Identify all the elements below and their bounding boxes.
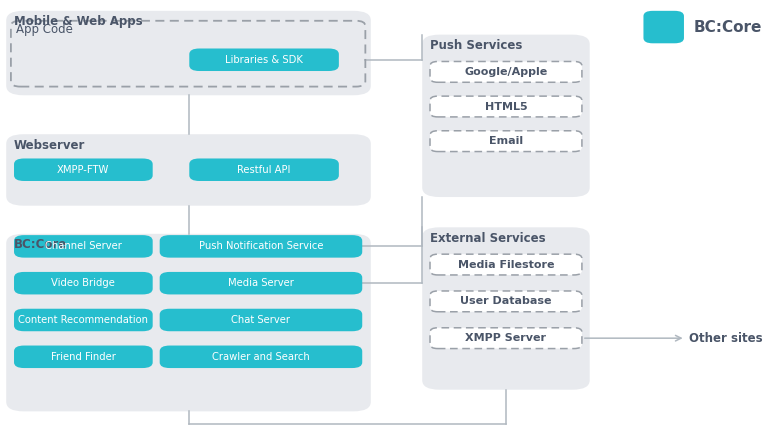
Text: XMPP-FTW: XMPP-FTW [57, 165, 110, 175]
FancyBboxPatch shape [430, 291, 582, 312]
Text: Content Recommendation: Content Recommendation [19, 315, 148, 325]
Text: Push Notification Service: Push Notification Service [199, 241, 323, 252]
FancyBboxPatch shape [430, 131, 582, 152]
FancyBboxPatch shape [160, 346, 362, 368]
FancyBboxPatch shape [160, 235, 362, 258]
FancyBboxPatch shape [6, 134, 371, 206]
FancyBboxPatch shape [430, 96, 582, 117]
Text: Crawler and Search: Crawler and Search [212, 352, 310, 362]
FancyBboxPatch shape [14, 272, 153, 294]
FancyBboxPatch shape [430, 254, 582, 275]
FancyBboxPatch shape [643, 11, 684, 43]
FancyBboxPatch shape [14, 158, 153, 181]
FancyBboxPatch shape [160, 309, 362, 331]
Text: External Services: External Services [430, 232, 545, 245]
FancyBboxPatch shape [14, 309, 153, 331]
FancyBboxPatch shape [14, 235, 153, 258]
FancyBboxPatch shape [160, 272, 362, 294]
FancyBboxPatch shape [6, 234, 371, 411]
Text: Mobile & Web Apps: Mobile & Web Apps [14, 15, 143, 28]
Text: Google/Apple: Google/Apple [464, 67, 548, 77]
Text: BC:Core: BC:Core [14, 238, 67, 251]
FancyBboxPatch shape [6, 11, 371, 95]
Text: Webserver: Webserver [14, 139, 86, 152]
Text: Video Bridge: Video Bridge [51, 278, 115, 288]
Text: XMPP Server: XMPP Server [466, 333, 546, 343]
Text: Media Filestore: Media Filestore [458, 259, 554, 270]
Text: Channel Server: Channel Server [45, 241, 122, 252]
Text: Chat Server: Chat Server [231, 315, 291, 325]
Text: Push Services: Push Services [430, 39, 523, 52]
Text: User Database: User Database [460, 296, 552, 307]
Text: HTML5: HTML5 [485, 101, 527, 112]
FancyBboxPatch shape [430, 328, 582, 349]
Text: Other sites: Other sites [689, 332, 763, 345]
FancyBboxPatch shape [14, 346, 153, 368]
Text: BC:Core: BC:Core [693, 20, 762, 35]
FancyBboxPatch shape [422, 35, 590, 197]
Text: Email: Email [489, 136, 523, 146]
FancyBboxPatch shape [422, 227, 590, 390]
FancyBboxPatch shape [189, 48, 339, 71]
Text: Media Server: Media Server [228, 278, 294, 288]
Text: Restful API: Restful API [238, 165, 291, 175]
Text: App Code: App Code [16, 23, 72, 36]
Text: Friend Finder: Friend Finder [51, 352, 116, 362]
FancyBboxPatch shape [189, 158, 339, 181]
FancyBboxPatch shape [430, 61, 582, 82]
Text: Libraries & SDK: Libraries & SDK [225, 55, 303, 65]
